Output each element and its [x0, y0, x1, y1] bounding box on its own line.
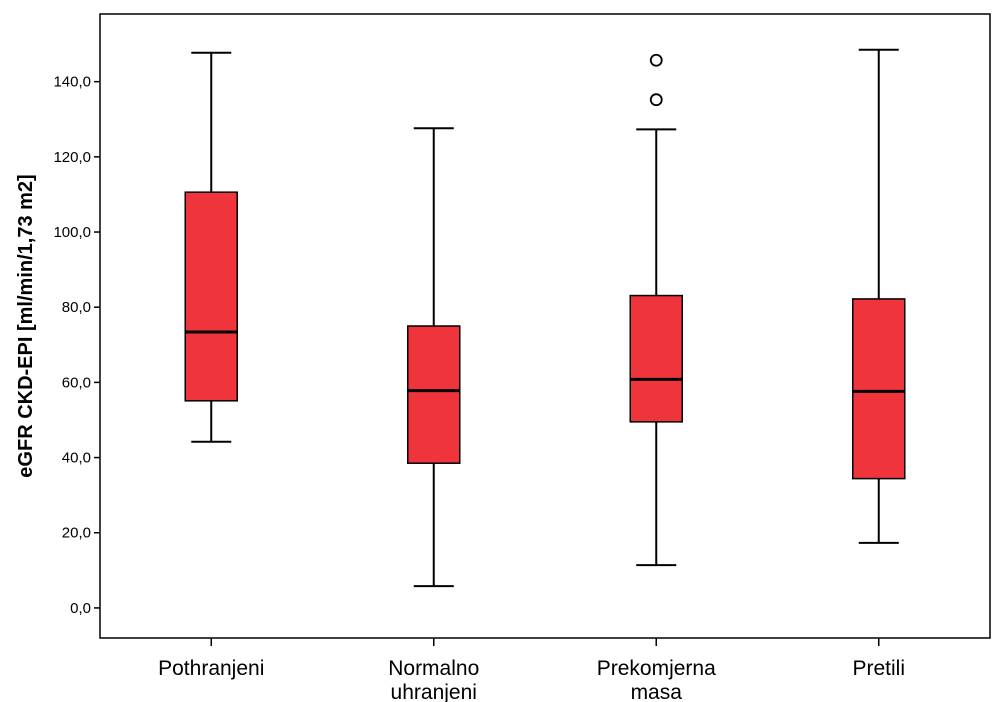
box-group	[852, 48, 906, 544]
iqr-box	[852, 298, 906, 480]
y-axis-title: eGFR CKD-EPI [ml/min/1,73 m2]	[15, 174, 37, 477]
y-tick-label: 80,0	[62, 299, 91, 316]
y-tick-label: 60,0	[62, 374, 91, 391]
plot-frame	[99, 13, 991, 639]
iqr-box	[629, 294, 683, 423]
iqr-box	[407, 325, 461, 464]
y-axis: 0,0 20,0 40,0 60,0 80,0 100,0 120,0 140,0	[53, 74, 100, 617]
box-group	[629, 53, 683, 567]
y-tick-label: 40,0	[62, 450, 91, 467]
y-tick-label: 100,0	[53, 224, 91, 241]
y-tick-label: 140,0	[53, 74, 91, 91]
box-group	[184, 51, 238, 443]
x-category-label: masa	[631, 681, 683, 702]
box-group	[407, 127, 461, 588]
y-tick-label: 20,0	[62, 525, 91, 542]
x-category-label: Pretili	[852, 657, 905, 680]
outlier-point	[649, 53, 663, 67]
boxes	[184, 48, 906, 588]
x-category-label: Pothranjeni	[158, 657, 264, 680]
y-tick-label: 0,0	[70, 600, 91, 617]
x-category-label: uhranjeni	[391, 681, 477, 702]
y-tick-label: 120,0	[53, 149, 91, 166]
x-category-label: Normalno	[388, 657, 479, 680]
x-category-label: Prekomjerna	[597, 657, 716, 680]
iqr-box	[184, 191, 238, 402]
outlier-point	[649, 93, 663, 107]
